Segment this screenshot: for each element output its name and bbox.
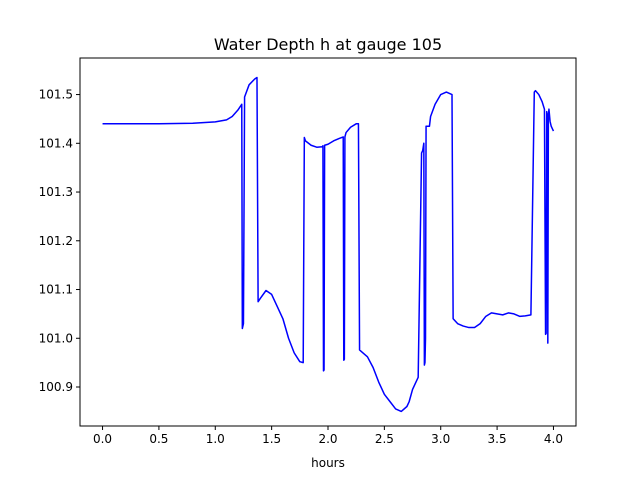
axes-layer: 0.0 0.5 1.0 1.5 2.0 2.5 3.0 3.5 4.0 100.9 101.0 101… bbox=[39, 57, 577, 446]
x-tick-label: 0.5 bbox=[149, 432, 168, 446]
x-tick-label: 2.0 bbox=[318, 432, 337, 446]
y-tick-label: 101.2 bbox=[39, 234, 73, 248]
plot-layer bbox=[102, 76, 555, 413]
x-axis-label: hours bbox=[311, 456, 345, 470]
y-tick-label: 101.1 bbox=[39, 283, 73, 297]
x-tick-label: 0.0 bbox=[93, 432, 112, 446]
x-tick-label: 1.5 bbox=[262, 432, 281, 446]
series-line-0 bbox=[102, 76, 555, 413]
x-tick-label: 4.0 bbox=[544, 432, 563, 446]
y-tick-label: 101.5 bbox=[39, 88, 73, 102]
y-tick-label: 101.0 bbox=[39, 331, 73, 345]
y-tick-label: 100.9 bbox=[39, 380, 73, 394]
chart-title: Water Depth h at gauge 105 bbox=[214, 35, 442, 54]
x-tick-label: 1.0 bbox=[206, 432, 225, 446]
x-tick-label: 2.5 bbox=[375, 432, 394, 446]
y-tick-label: 101.3 bbox=[39, 185, 73, 199]
y-tick-label: 101.4 bbox=[39, 136, 73, 150]
x-tick-label: 3.0 bbox=[431, 432, 450, 446]
x-tick-label: 3.5 bbox=[488, 432, 507, 446]
